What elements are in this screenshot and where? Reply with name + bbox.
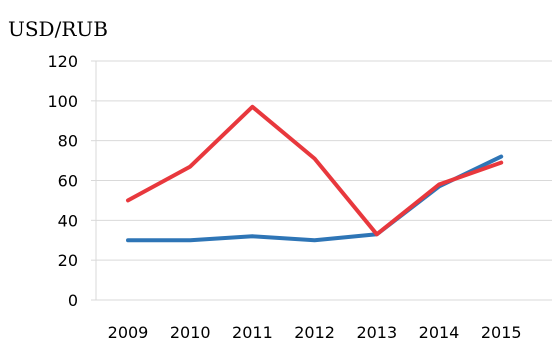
- x-tick-label: 2010: [170, 323, 211, 342]
- x-tick-label: 2011: [232, 323, 273, 342]
- y-tick-label: 20: [58, 251, 78, 270]
- y-tick-label: 100: [47, 92, 78, 111]
- y-tick-label: 80: [58, 132, 78, 151]
- series-lines: [126, 104, 504, 243]
- gridlines: [96, 60, 552, 261]
- chart-title: USD/RUB: [8, 17, 108, 41]
- x-tick-label: 2015: [481, 323, 522, 342]
- y-axis-tick-labels: 0 20 40 60 80 100 120: [47, 52, 78, 310]
- x-tick-label: 2012: [294, 323, 335, 342]
- y-tick-label: 0: [68, 291, 78, 310]
- series-line-2: [126, 104, 504, 237]
- y-tick-label: 120: [47, 52, 78, 71]
- axes: [91, 60, 552, 301]
- x-tick-label: 2014: [419, 323, 460, 342]
- y-tick-label: 40: [58, 211, 78, 230]
- y-tick-label: 60: [58, 172, 78, 191]
- x-axis-tick-labels: 2009 2010 2011 2012 2013 2014 2015: [108, 323, 522, 342]
- x-tick-label: 2013: [356, 323, 397, 342]
- x-tick-label: 2009: [108, 323, 149, 342]
